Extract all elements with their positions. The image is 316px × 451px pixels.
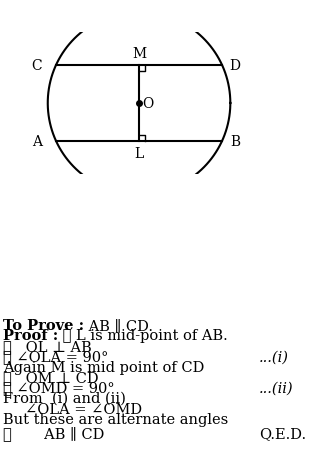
Text: A: A: [32, 135, 42, 149]
Text: AB ∥ CD.: AB ∥ CD.: [84, 318, 153, 332]
Text: C: C: [32, 59, 42, 73]
Text: To Prove :: To Prove :: [3, 318, 84, 332]
Text: M: M: [132, 46, 146, 60]
Text: O: O: [143, 97, 154, 110]
Text: ∠OLA = ∠OMD: ∠OLA = ∠OMD: [25, 402, 143, 416]
Text: B: B: [230, 135, 240, 149]
Text: D: D: [229, 59, 240, 73]
Text: ∴   OM ⊥ CD: ∴ OM ⊥ CD: [3, 370, 99, 384]
Text: From  (i) and (ii): From (i) and (ii): [3, 391, 126, 405]
Text: ...(ii): ...(ii): [259, 381, 294, 395]
Text: ∴ L is mid-point of AB.: ∴ L is mid-point of AB.: [58, 328, 228, 342]
Text: ∴   OL ⊥ AB: ∴ OL ⊥ AB: [3, 339, 92, 353]
Text: ...(i): ...(i): [259, 350, 289, 364]
Text: But these are alternate angles: But these are alternate angles: [3, 412, 228, 426]
Text: Q.E.D.: Q.E.D.: [259, 426, 306, 440]
Text: ∴       AB ∥ CD: ∴ AB ∥ CD: [3, 425, 105, 440]
Text: ∴ ∠OLA = 90°: ∴ ∠OLA = 90°: [3, 350, 108, 364]
Text: L: L: [134, 147, 144, 161]
Text: Proof :: Proof :: [3, 328, 58, 342]
Text: Again M is mid point of CD: Again M is mid point of CD: [3, 360, 204, 374]
Text: ∴ ∠OMD = 90°: ∴ ∠OMD = 90°: [3, 381, 115, 395]
